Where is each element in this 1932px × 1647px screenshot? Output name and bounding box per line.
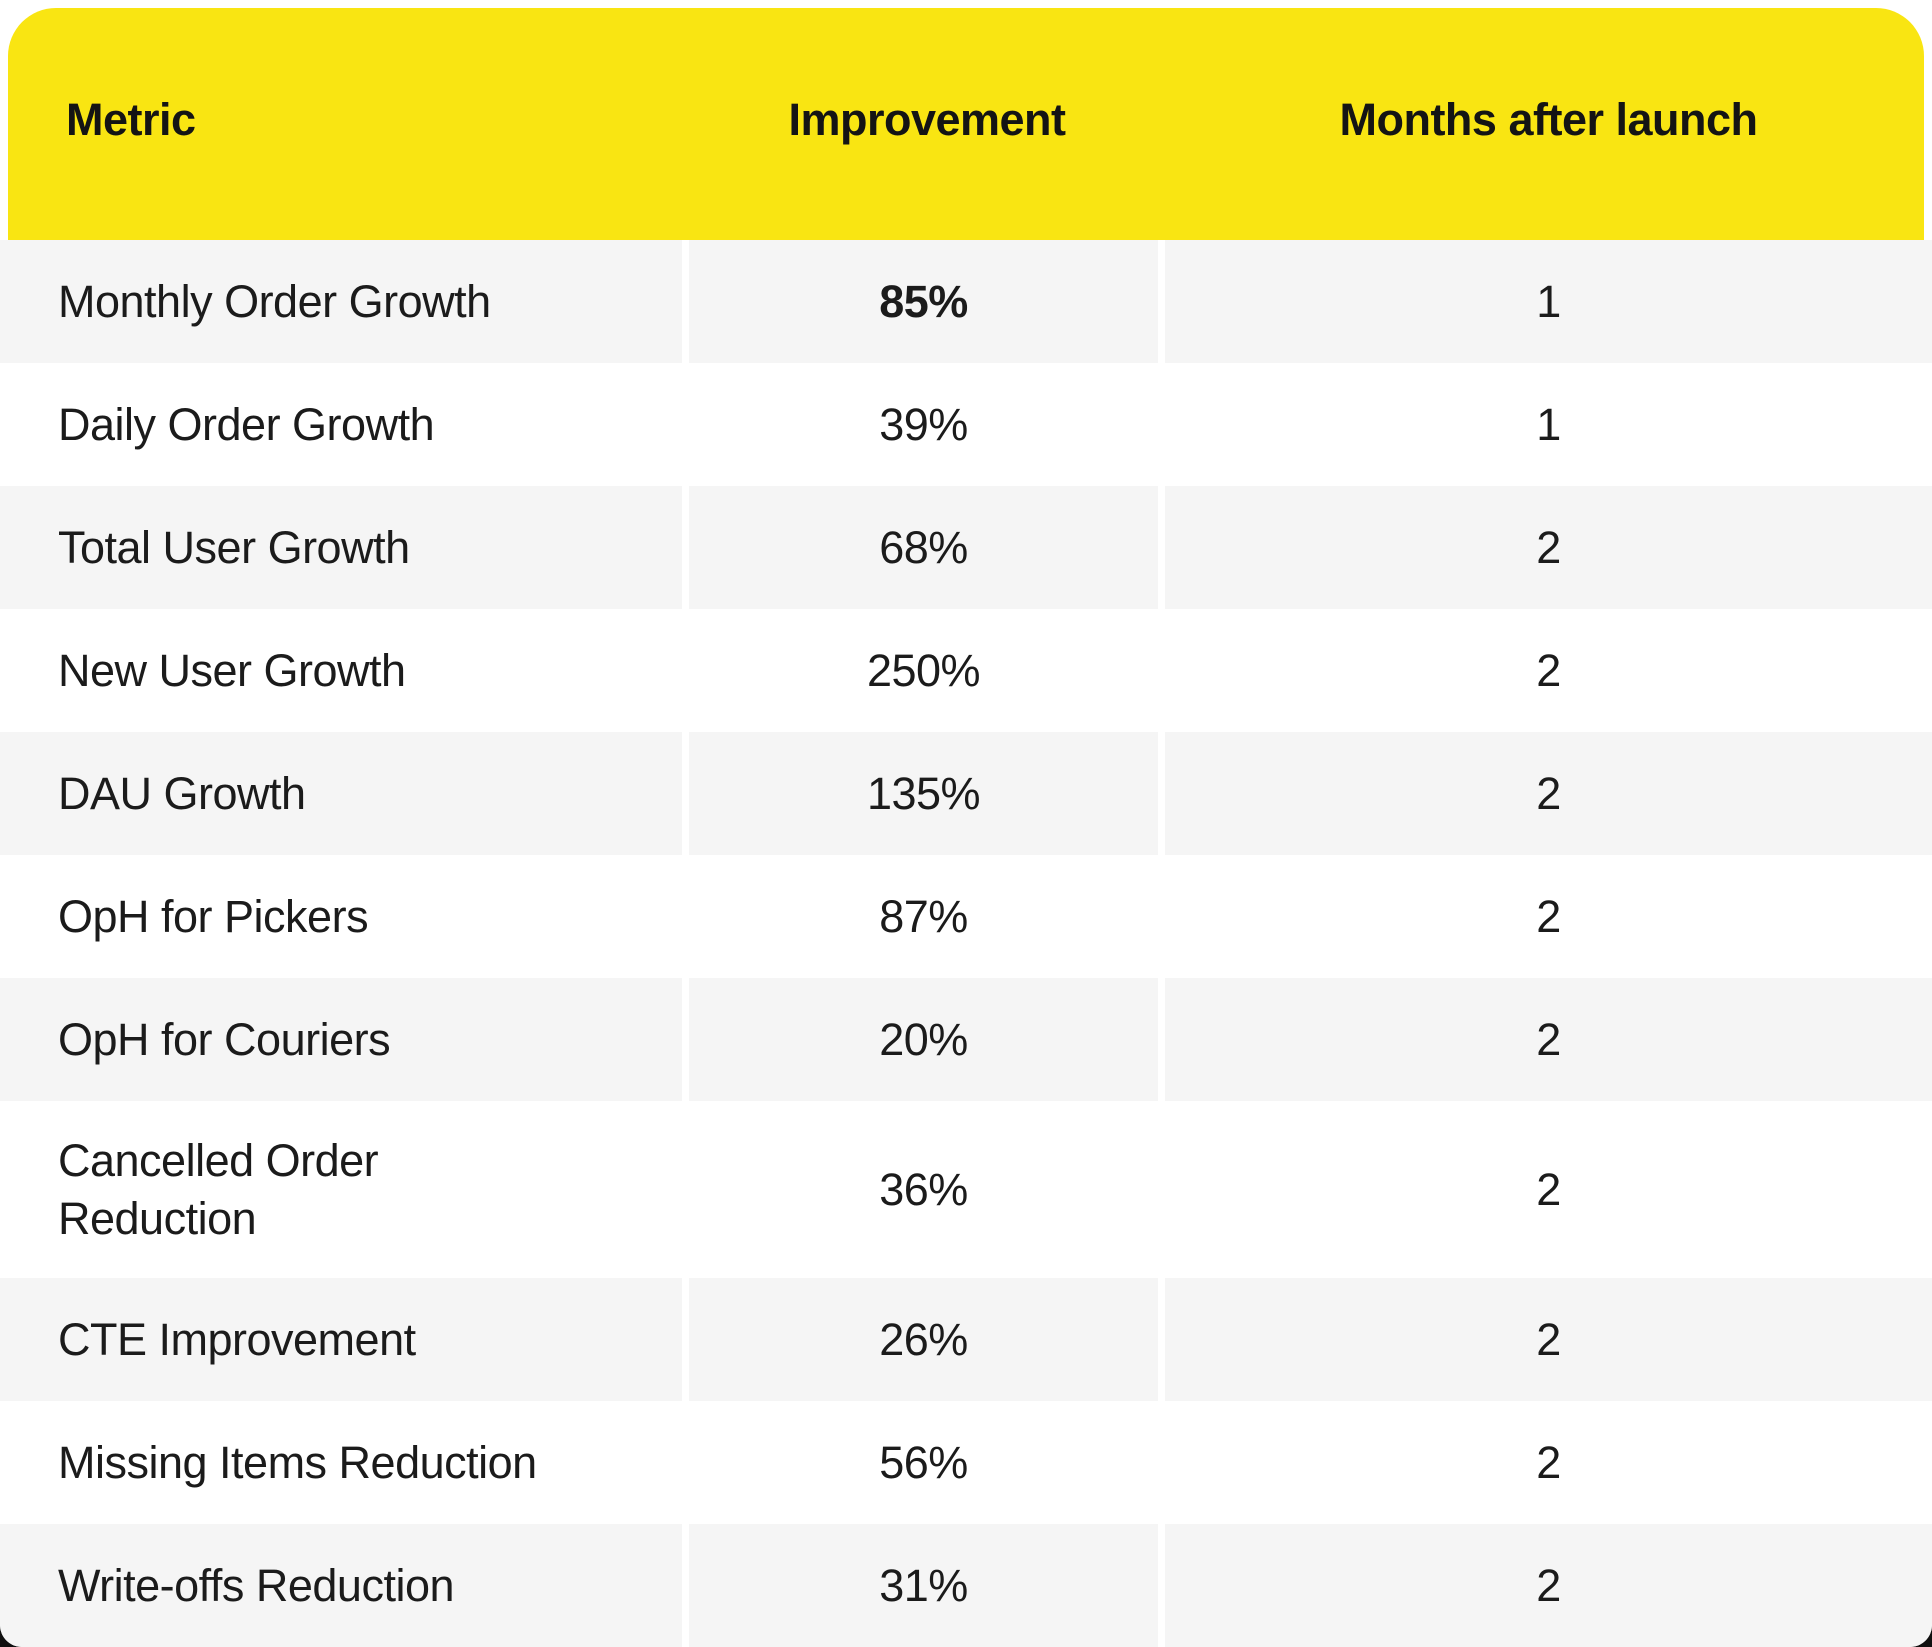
- months-cell: 2: [1536, 1313, 1561, 1365]
- table-header: Metric Improvement Months after launch: [0, 0, 1932, 240]
- metric-cell: Write-offs Reduction: [0, 1524, 689, 1647]
- months-cell: 2: [1536, 1436, 1561, 1488]
- months-cell: 1: [1536, 275, 1561, 327]
- metric-cell: OpH for Pickers: [0, 855, 689, 978]
- table-row: Monthly Order Growth 85% 1: [0, 240, 1932, 363]
- header-cells: Metric Improvement Months after launch: [0, 0, 1932, 240]
- improvement-cell: 20%: [689, 978, 1165, 1101]
- metric-cell: CTE Improvement: [0, 1278, 689, 1401]
- column-header-metric: Metric: [66, 94, 196, 145]
- improvement-cell: 68%: [689, 486, 1165, 609]
- metric-cell: Monthly Order Growth: [0, 240, 689, 363]
- months-cell: 2: [1536, 644, 1561, 696]
- improvement-cell: 26%: [689, 1278, 1165, 1401]
- table-row: OpH for Pickers 87% 2: [0, 855, 1932, 978]
- column-header-improvement: Improvement: [788, 94, 1066, 145]
- months-cell: 2: [1536, 521, 1561, 573]
- improvement-cell: 250%: [689, 609, 1165, 732]
- months-cell: 2: [1536, 1559, 1561, 1611]
- improvement-cell: 85%: [689, 240, 1165, 363]
- improvement-cell: 135%: [689, 732, 1165, 855]
- improvement-cell: 39%: [689, 363, 1165, 486]
- table-row: Missing Items Reduction 56% 2: [0, 1401, 1932, 1524]
- table-row: CTE Improvement 26% 2: [0, 1278, 1932, 1401]
- metric-cell: DAU Growth: [0, 732, 689, 855]
- metric-cell: OpH for Couriers: [0, 978, 689, 1101]
- months-cell: 1: [1536, 398, 1561, 450]
- table-row: Cancelled Order Reduction 36% 2: [0, 1101, 1932, 1278]
- improvement-cell: 36%: [689, 1101, 1165, 1278]
- table-row: Daily Order Growth 39% 1: [0, 363, 1932, 486]
- table-body: Monthly Order Growth 85% 1 Daily Order G…: [0, 240, 1932, 1647]
- metric-cell: Total User Growth: [0, 486, 689, 609]
- months-cell: 2: [1536, 1163, 1561, 1215]
- table-row: Total User Growth 68% 2: [0, 486, 1932, 609]
- table-row: New User Growth 250% 2: [0, 609, 1932, 732]
- table-row: DAU Growth 135% 2: [0, 732, 1932, 855]
- table-row: Write-offs Reduction 31% 2: [0, 1524, 1932, 1647]
- improvement-cell: 87%: [689, 855, 1165, 978]
- months-cell: 2: [1536, 767, 1561, 819]
- metric-cell: Missing Items Reduction: [0, 1401, 689, 1524]
- header-background: [8, 8, 1924, 240]
- improvement-cell: 56%: [689, 1401, 1165, 1524]
- column-header-months-after-launch: Months after launch: [1339, 94, 1758, 145]
- improvement-cell: 31%: [689, 1524, 1165, 1647]
- metric-cell: Cancelled Order Reduction: [0, 1101, 689, 1278]
- table-row: OpH for Couriers 20% 2: [0, 978, 1932, 1101]
- months-cell: 2: [1536, 890, 1561, 942]
- months-cell: 2: [1536, 1013, 1561, 1065]
- metric-cell: Daily Order Growth: [0, 363, 689, 486]
- metric-cell: New User Growth: [0, 609, 689, 732]
